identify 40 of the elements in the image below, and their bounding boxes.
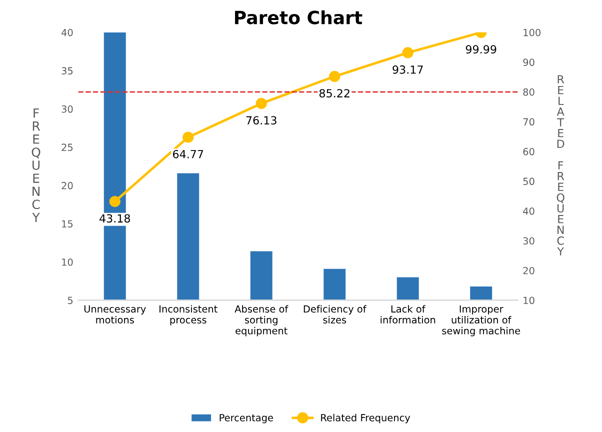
y-tick-label: 20 bbox=[62, 182, 73, 190]
x-tick-label: Lack of information bbox=[380, 305, 436, 324]
text: RELATED FREQUENCY bbox=[556, 75, 564, 256]
data-label: 76.13 bbox=[246, 116, 276, 125]
x-tick-label: Unnecessary motions bbox=[84, 305, 146, 324]
point bbox=[182, 132, 194, 143]
chart-title: Pareto Chart bbox=[235, 10, 362, 24]
legend-label: Related Frequency bbox=[321, 414, 410, 424]
x-tick-label: Inconsistent process bbox=[160, 305, 218, 326]
data-label: 99.99 bbox=[466, 45, 496, 54]
data-label: 64.77 bbox=[172, 150, 204, 158]
y-tick-label: 15 bbox=[62, 220, 73, 228]
y-tick-label: 30 bbox=[62, 105, 73, 113]
y-tick-label: 35 bbox=[62, 67, 73, 74]
data-label: 43.18 bbox=[100, 214, 130, 223]
data-label: 93.17 bbox=[392, 65, 423, 74]
y2-tick-label: 50 bbox=[523, 178, 534, 186]
y2-tick-label: 40 bbox=[523, 207, 534, 215]
y-tick-label: 40 bbox=[62, 28, 73, 36]
y2-tick-label: 20 bbox=[523, 266, 534, 274]
point bbox=[329, 70, 340, 82]
text: FREQUENCY bbox=[32, 108, 40, 222]
point bbox=[109, 196, 120, 208]
y-tick-label: 5 bbox=[68, 296, 73, 304]
y2-tick-label: 30 bbox=[523, 237, 534, 245]
data-label: 85.22 bbox=[319, 89, 350, 98]
y2-tick-label: 80 bbox=[523, 88, 534, 96]
y-tick-label: 25 bbox=[62, 144, 73, 152]
point bbox=[402, 47, 414, 58]
x-tick-label: Absense of sorting equipment bbox=[234, 305, 288, 336]
y2-tick-label: 60 bbox=[523, 148, 534, 156]
y2-tick-label: 10 bbox=[524, 296, 534, 304]
y2-tick-label: 90 bbox=[523, 58, 534, 66]
y2-tick-label: 70 bbox=[523, 118, 534, 126]
point bbox=[256, 98, 267, 109]
x-tick-label: Deficiency of sizes bbox=[304, 305, 366, 324]
legend-label: Percentage bbox=[220, 414, 273, 424]
y-tick-label: 10 bbox=[62, 258, 73, 266]
x-tick-label: Improper utilization of sewing machine bbox=[442, 305, 520, 336]
y2-tick-label: 100 bbox=[524, 28, 540, 36]
